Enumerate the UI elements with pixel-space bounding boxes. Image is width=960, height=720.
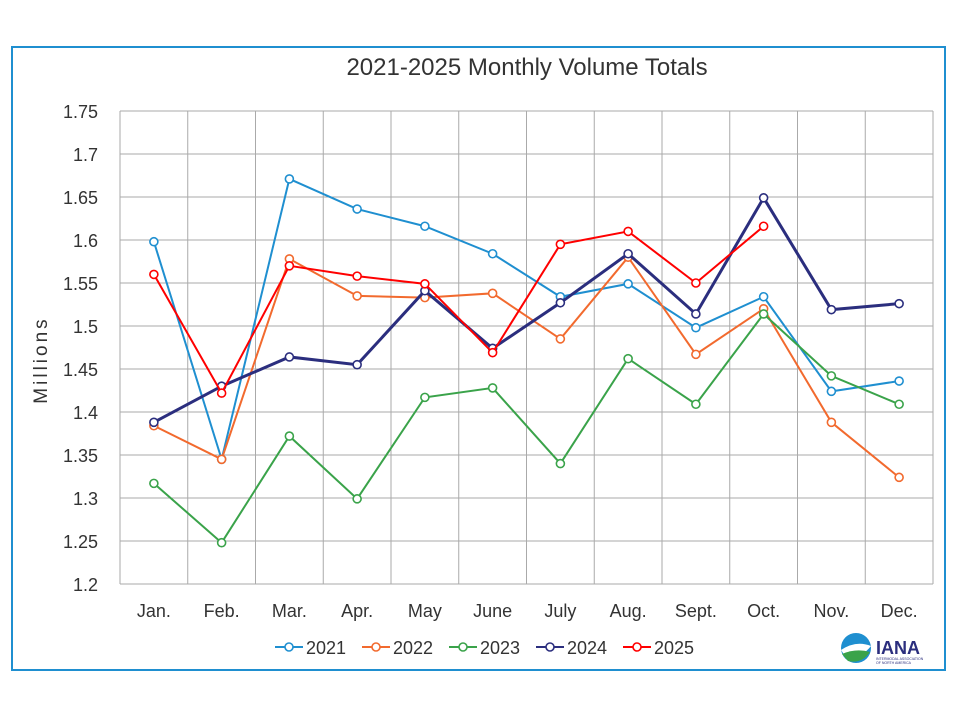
y-tick-label: 1.2: [73, 575, 98, 595]
data-point-2025: [149, 269, 159, 280]
x-tick-label: Aug.: [610, 601, 647, 621]
data-point-2023: [623, 353, 633, 364]
series-line-2022: [153, 255, 900, 479]
y-tick-label: 1.7: [73, 145, 98, 165]
series-line-2021: [152, 177, 900, 464]
data-point-2023: [216, 537, 227, 548]
data-point-2023: [691, 399, 701, 410]
data-point-2021: [352, 204, 362, 214]
data-point-2024: [149, 417, 159, 428]
y-tick-label: 1.6: [73, 231, 98, 251]
x-tick-label: June: [473, 601, 512, 621]
chart-frame: [11, 46, 946, 671]
svg-text:IANA: IANA: [876, 638, 920, 658]
legend-label: 2021: [306, 638, 346, 658]
data-point-2021: [149, 236, 159, 247]
y-tick-label: 1.75: [63, 102, 98, 122]
data-point-2025: [758, 221, 769, 232]
legend-marker-2021: [284, 642, 294, 652]
data-point-2024: [758, 193, 769, 203]
data-point-2023: [758, 309, 769, 319]
data-point-2022: [826, 417, 837, 428]
data-point-2021: [487, 248, 498, 259]
legend-label: 2022: [393, 638, 433, 658]
data-point-2024: [826, 304, 837, 315]
data-point-2021: [623, 279, 633, 289]
data-point-2022: [216, 454, 227, 465]
data-point-2021: [691, 322, 701, 333]
data-point-2021: [894, 376, 904, 386]
x-tick-label: Oct.: [747, 601, 780, 621]
legend-label: 2024: [567, 638, 607, 658]
svg-text:OF NORTH AMERICA: OF NORTH AMERICA: [876, 661, 912, 665]
data-point-2025: [555, 239, 566, 250]
data-point-2025: [623, 226, 633, 237]
y-tick-label: 1.45: [63, 360, 98, 380]
data-point-2023: [420, 392, 430, 403]
data-point-2021: [758, 291, 769, 302]
legend-marker-2025: [632, 642, 642, 652]
data-point-2025: [352, 271, 362, 281]
data-point-2022: [894, 472, 904, 483]
data-point-2023: [826, 371, 837, 381]
data-point-2023: [149, 478, 159, 489]
data-point-2025: [487, 347, 498, 358]
data-point-2022: [487, 288, 498, 299]
x-tick-label: Apr.: [341, 601, 373, 621]
x-tick-label: Feb.: [204, 601, 240, 621]
legend-label: 2025: [654, 638, 694, 658]
x-tick-label: Mar.: [272, 601, 307, 621]
data-point-2023: [555, 458, 566, 469]
x-tick-label: Jan.: [137, 601, 171, 621]
data-point-2024: [623, 248, 633, 259]
svg-text:INTERMODAL ASSOCIATION: INTERMODAL ASSOCIATION: [876, 657, 924, 661]
y-tick-label: 1.25: [63, 532, 98, 552]
data-point-2023: [284, 431, 295, 441]
x-tick-label: Sept.: [675, 601, 717, 621]
x-tick-label: July: [544, 601, 576, 621]
y-tick-label: 1.35: [63, 446, 98, 466]
data-point-2024: [894, 298, 904, 309]
y-tick-label: 1.65: [63, 188, 98, 208]
data-point-2025: [691, 278, 701, 288]
data-point-2024: [352, 359, 362, 370]
data-point-2024: [555, 297, 566, 308]
legend-marker-2024: [545, 642, 555, 652]
data-point-2023: [894, 399, 904, 410]
iana-logo: IANA INTERMODAL ASSOCIATION OF NORTH AME…: [841, 633, 924, 665]
legend-label: 2023: [480, 638, 520, 658]
y-tick-label: 1.55: [63, 274, 98, 294]
data-point-2023: [487, 383, 498, 393]
data-point-2021: [284, 174, 295, 184]
data-point-2022: [691, 349, 701, 360]
legend-marker-2023: [458, 642, 468, 652]
legend-marker-2022: [371, 642, 381, 652]
series-line-2023: [153, 312, 900, 545]
y-tick-label: 1.5: [73, 317, 98, 337]
chart-title: 2021-2025 Monthly Volume Totals: [346, 54, 707, 81]
data-point-2023: [352, 494, 362, 504]
data-point-2021: [826, 386, 837, 397]
data-point-2021: [420, 221, 430, 232]
x-tick-label: Nov.: [814, 601, 850, 621]
series-line-2024: [153, 194, 900, 424]
data-point-2025: [420, 279, 430, 289]
data-point-2022: [352, 291, 362, 301]
x-tick-label: May: [408, 601, 442, 621]
series-line-2025: [153, 225, 765, 396]
x-tick-label: Dec.: [881, 601, 918, 621]
data-point-2025: [284, 260, 295, 271]
data-point-2024: [284, 352, 295, 362]
y-axis-label: Millions: [31, 316, 52, 403]
data-point-2025: [216, 388, 227, 398]
data-point-2022: [555, 334, 566, 344]
y-tick-label: 1.3: [73, 489, 98, 509]
data-point-2024: [691, 309, 701, 319]
y-tick-label: 1.4: [73, 403, 98, 423]
